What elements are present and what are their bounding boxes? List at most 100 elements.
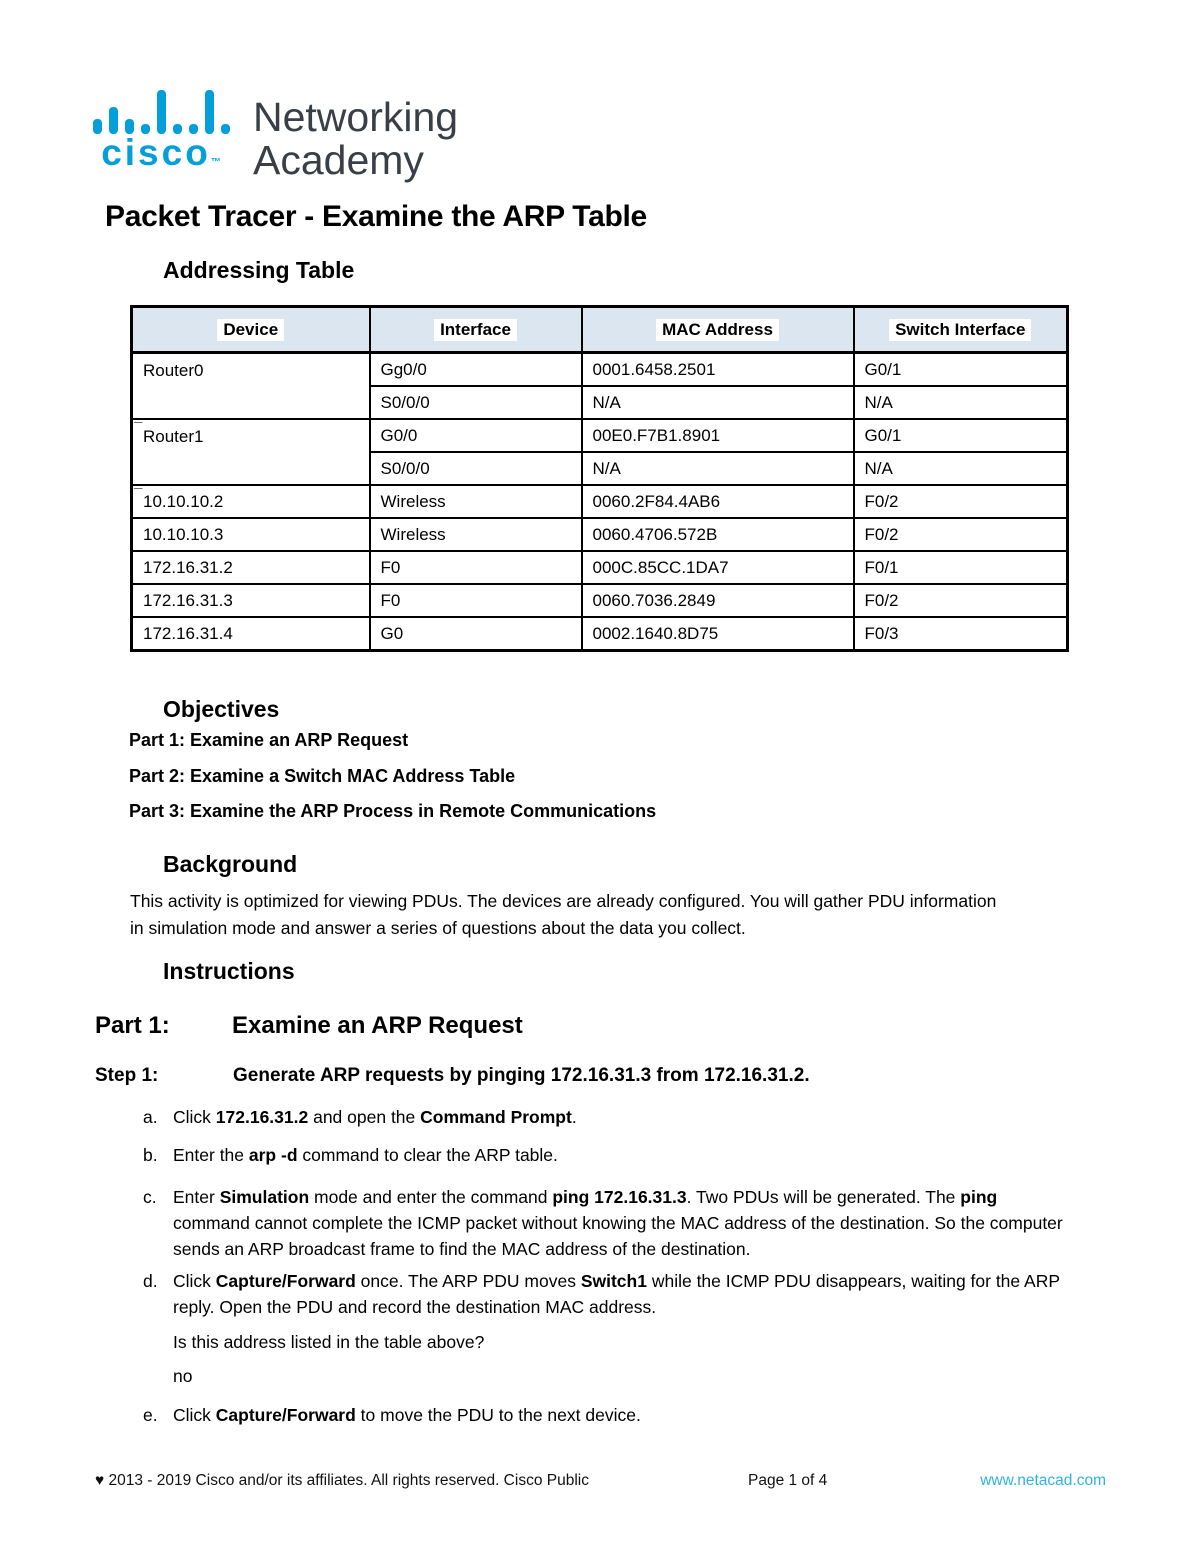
device-cell: 10.10.10.3: [130, 517, 371, 552]
mac-cell: 0060.2F84.4AB6: [580, 484, 855, 519]
objective-part1: Part 1: Examine an ARP Request: [129, 730, 409, 750]
wordmark-line2: Academy: [253, 137, 424, 183]
table-row: 172.16.31.4 G0 0002.1640.8D75 F0/3: [130, 616, 1069, 652]
addressing-table: Device Interface MAC Address Switch Inte…: [130, 305, 1069, 652]
page-number: Page 1 of 4: [748, 1472, 828, 1489]
instructions-heading: Instructions: [163, 958, 295, 984]
wordmark-line1: Networking: [253, 94, 459, 140]
cisco-logo: cisco™ Networking Academy: [85, 88, 458, 182]
switch-if-cell: F0/1: [852, 550, 1069, 585]
interface-cell: S0/0/0: [368, 385, 583, 420]
step-letter: e.: [143, 1405, 158, 1425]
step-text: Enter Simulation mode and enter the comm…: [173, 1187, 1063, 1259]
answer-text: no: [173, 1366, 193, 1386]
table-row: 172.16.31.3 F0 0060.7036.2849 F0/2: [130, 583, 1069, 618]
cisco-wordmark: cisco™: [101, 134, 221, 182]
mac-cell: 0060.4706.572B: [580, 517, 855, 552]
col-header-mac: MAC Address: [580, 305, 855, 354]
logo-bar: [188, 124, 198, 134]
switch-if-cell: N/A: [852, 385, 1069, 420]
page-title: Packet Tracer - Examine the ARP Table: [105, 200, 647, 233]
table-row: Router1 _ G0/0 00E0.F7B1.8901 G0/1: [130, 418, 1069, 491]
step-text: Click 172.16.31.2 and open the Command P…: [173, 1107, 577, 1127]
mac-cell: 0060.7036.2849: [580, 583, 855, 618]
device-cell: 172.16.31.2: [130, 550, 371, 585]
switch-if-cell: G0/1: [852, 418, 1069, 453]
logo-bar: [204, 90, 214, 134]
copyright-text: ♥ 2013 - 2019 Cisco and/or its affiliate…: [95, 1472, 589, 1489]
step-text: Click Capture/Forward once. The ARP PDU …: [173, 1271, 1060, 1317]
logo-bar: [172, 124, 182, 134]
cisco-bars-icon: [92, 88, 230, 134]
step-letter: d.: [143, 1271, 158, 1291]
table-row: Router0 _ Gg0/0 0001.6458.2501 G0/1: [130, 351, 1069, 425]
networking-academy-wordmark: Networking Academy: [253, 96, 458, 182]
part1-label: Part 1:: [95, 1012, 170, 1039]
device-cell: 172.16.31.4: [130, 616, 371, 652]
table-row: 172.16.31.2 F0 000C.85CC.1DA7 F0/1: [130, 550, 1069, 585]
scan-artifact: _: [134, 474, 143, 491]
table-header-row: Device Interface MAC Address Switch Inte…: [130, 305, 1069, 354]
mac-cell: N/A: [580, 385, 855, 420]
table-row: 10.10.10.2 Wireless 0060.2F84.4AB6 F0/2: [130, 484, 1069, 519]
addressing-table-heading: Addressing Table: [163, 257, 355, 283]
table-row: 10.10.10.3 Wireless 0060.4706.572B F0/2: [130, 517, 1069, 552]
interface-cell: Wireless: [368, 484, 583, 519]
step1-title: Generate ARP requests by pinging 172.16.…: [233, 1065, 810, 1086]
step-letter: c.: [143, 1187, 157, 1207]
table-row: S0/0/0 N/A N/A: [132, 385, 1069, 420]
logo-bar: [220, 124, 230, 134]
page-footer: ♥ 2013 - 2019 Cisco and/or its affiliate…: [0, 1472, 1200, 1496]
interface-cell: G0/0: [368, 418, 583, 453]
device-cell: 10.10.10.2: [130, 484, 371, 519]
step-text: Click Capture/Forward to move the PDU to…: [173, 1405, 641, 1425]
interface-cell: Wireless: [368, 517, 583, 552]
logo-bar: [92, 119, 102, 134]
cisco-logo-mark: cisco™: [85, 88, 237, 182]
switch-if-cell: F0/2: [852, 583, 1069, 618]
switch-if-cell: F0/2: [852, 517, 1069, 552]
mac-cell: N/A: [580, 451, 855, 486]
step-letter: b.: [143, 1145, 158, 1165]
mac-cell: 0002.1640.8D75: [580, 616, 855, 652]
step-item-a: a. Click 172.16.31.2 and open the Command…: [143, 1104, 1075, 1130]
col-header-interface: Interface: [368, 305, 583, 354]
switch-if-cell: N/A: [852, 451, 1069, 486]
logo-bar: [124, 119, 134, 134]
table-row: S0/0/0 N/A N/A: [132, 451, 1069, 486]
step-item-e: e. Click Capture/Forward to move the PDU …: [143, 1402, 1075, 1428]
step-letter: a.: [143, 1107, 158, 1127]
switch-if-cell: G0/1: [852, 351, 1069, 387]
mac-cell: 000C.85CC.1DA7: [580, 550, 855, 585]
col-header-switch-if: Switch Interface: [852, 305, 1069, 354]
switch-if-cell: F0/3: [852, 616, 1069, 652]
step-item-b: b. Enter the arp -d command to clear the …: [143, 1142, 1075, 1168]
step-text: Enter the arp -d command to clear the AR…: [173, 1145, 558, 1165]
part1-heading: Part 1: Examine an ARP Request: [95, 1012, 523, 1040]
trademark-symbol: ™: [210, 157, 221, 168]
interface-cell: F0: [368, 583, 583, 618]
switch-if-cell: F0/2: [852, 484, 1069, 519]
step-item-c: c. Enter Simulation mode and enter the co…: [143, 1184, 1075, 1262]
logo-bar: [156, 90, 166, 134]
part1-title: Examine an ARP Request: [232, 1012, 523, 1039]
objective-part3: Part 3: Examine the ARP Process in Remot…: [129, 801, 657, 821]
logo-bar: [140, 124, 150, 134]
background-paragraph: This activity is optimized for viewing P…: [130, 891, 997, 938]
mac-cell: 00E0.F7B1.8901: [580, 418, 855, 453]
question-text: Is this address listed in the table abov…: [173, 1332, 485, 1352]
mac-cell: 0001.6458.2501: [580, 351, 855, 387]
step1-heading: Step 1: Generate ARP requests by pinging …: [95, 1065, 810, 1087]
device-cell: Router0 _: [130, 351, 371, 425]
objectives-heading: Objectives: [163, 696, 280, 722]
interface-cell: S0/0/0: [368, 451, 583, 486]
device-cell: Router1 _: [130, 418, 371, 491]
cisco-brand-text: cisco: [101, 132, 211, 173]
device-cell: 172.16.31.3: [130, 583, 371, 618]
logo-bar: [108, 107, 118, 134]
scan-artifact: _: [134, 408, 143, 425]
step1-label: Step 1:: [95, 1065, 159, 1086]
netacad-link[interactable]: www.netacad.com: [980, 1472, 1106, 1489]
objective-part2: Part 2: Examine a Switch MAC Address Tab…: [129, 766, 516, 786]
